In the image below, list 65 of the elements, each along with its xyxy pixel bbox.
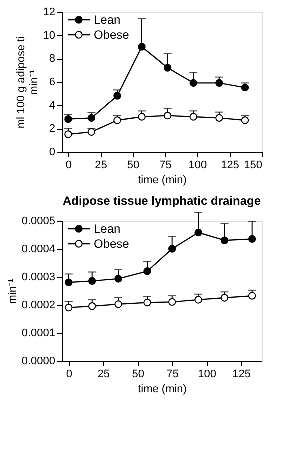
- x-tick-label: 0: [66, 160, 72, 172]
- chart-title: Adipose tissue lymphatic drainage: [62, 194, 262, 208]
- point: [164, 112, 172, 120]
- y-tick-label: 0.0003: [22, 272, 56, 284]
- point: [190, 113, 198, 121]
- x-tick-label: 50: [132, 368, 144, 380]
- text: ml 100 g adipose ti: [15, 36, 28, 129]
- y-tick-label: 10: [43, 30, 56, 42]
- x-tick-label: 125: [232, 368, 251, 380]
- y-axis-title: min⁻¹: [6, 278, 19, 304]
- point: [114, 116, 122, 124]
- x-tick-label: 25: [98, 368, 110, 380]
- point: [64, 130, 72, 138]
- y-tick-label: 2: [49, 123, 56, 136]
- x-tick-label: 75: [166, 368, 179, 380]
- point: [216, 114, 224, 122]
- y-tick-label: 6: [49, 76, 56, 88]
- point: [194, 296, 202, 304]
- point: [65, 304, 73, 312]
- point: [144, 298, 152, 307]
- point: [220, 236, 229, 244]
- y-tick-label: 12: [43, 6, 56, 18]
- point: [65, 278, 73, 286]
- text: min⁻¹: [28, 70, 40, 96]
- point: [190, 79, 198, 88]
- point: [88, 114, 96, 122]
- point: [168, 298, 176, 306]
- point: [138, 43, 146, 51]
- y-tick-label: 0.0004: [22, 244, 56, 256]
- x-tick-label: 150: [244, 160, 262, 172]
- legend-label: Lean: [94, 222, 121, 236]
- y-tick-label: 0.0005: [22, 216, 56, 228]
- point: [248, 235, 256, 244]
- x-tick-label: 0: [66, 368, 72, 380]
- x-axis-title: time (min): [138, 174, 187, 186]
- point: [144, 268, 152, 276]
- point: [194, 228, 202, 237]
- point: [248, 292, 256, 300]
- point: [114, 300, 122, 308]
- x-tick-label: 25: [95, 160, 108, 172]
- x-tick-label: 100: [188, 160, 208, 172]
- point: [164, 64, 172, 72]
- legend-label: Obese: [94, 28, 130, 42]
- y-tick-label: 0.0002: [22, 300, 56, 312]
- y-tick-label: 0.0000: [22, 356, 56, 368]
- point: [88, 302, 96, 310]
- x-axis-title: time (min): [138, 384, 187, 396]
- y-tick-label: 4: [49, 100, 56, 112]
- point: [168, 245, 176, 253]
- x-tick-label: 100: [198, 368, 217, 380]
- point: [88, 277, 96, 286]
- point: [88, 128, 96, 136]
- y-tick-label: 0.0001: [22, 328, 56, 340]
- point: [114, 92, 122, 100]
- x-tick-label: 125: [221, 160, 240, 172]
- point: [114, 275, 122, 283]
- x-tick-label: 50: [127, 160, 140, 172]
- legend-label: Obese: [94, 237, 130, 251]
- x-tick-label: 75: [160, 160, 172, 172]
- y-tick-label: 8: [49, 53, 56, 66]
- y-tick-label: 0: [49, 146, 56, 158]
- legend-label: Lean: [94, 13, 121, 27]
- point: [220, 294, 229, 302]
- point: [138, 113, 146, 121]
- point: [216, 79, 224, 88]
